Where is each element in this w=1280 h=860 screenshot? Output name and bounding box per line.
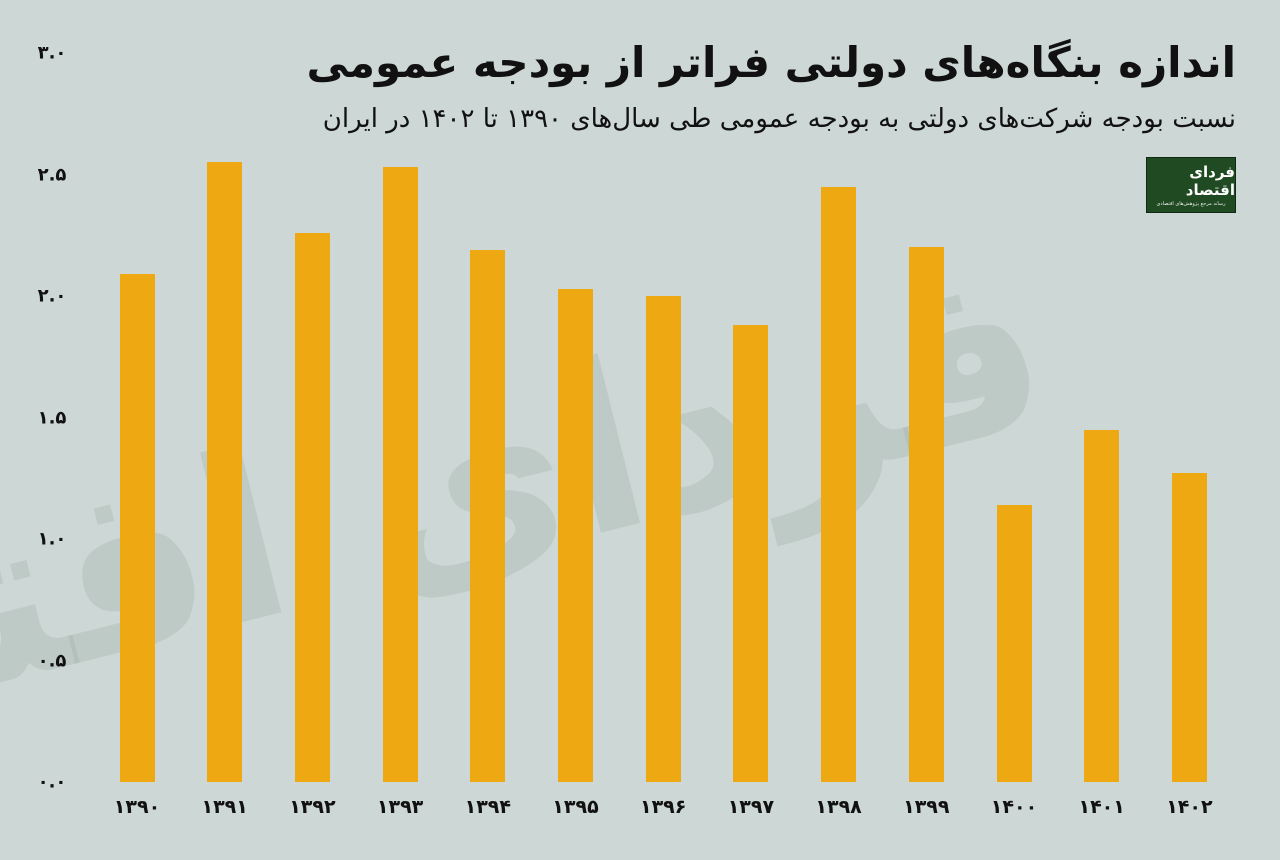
x-tick-label: ۱۴۰۰ <box>990 796 1038 818</box>
x-tick-label: ۱۳۹۳ <box>376 796 424 818</box>
y-tick-label: ۲.۵ <box>37 164 67 185</box>
bar-1402 <box>1171 473 1207 782</box>
bar-1395 <box>558 288 593 782</box>
bar-1401 <box>1084 429 1120 782</box>
brand-logo-name: فردای اقتصاد <box>1185 163 1235 199</box>
chart-title: اندازه بنگاه‌های دولتی فراتر از بودجه عم… <box>306 38 1237 87</box>
brand-logo: فردای اقتصاد رسانه مرجع پژوهش‌های اقتصاد… <box>1146 157 1236 213</box>
bar-1391 <box>207 162 243 782</box>
y-tick-label: ۲.۰ <box>37 285 67 307</box>
bar-1394 <box>470 249 506 782</box>
y-tick-label: ۳.۰ <box>37 42 67 64</box>
x-tick-label: ۱۳۹۶ <box>639 796 687 818</box>
y-tick-label: ۰.۵ <box>37 650 67 671</box>
bar-1396 <box>645 296 681 782</box>
x-tick-label: ۱۳۹۸ <box>815 796 862 818</box>
x-tick-label: ۱۳۹۹ <box>903 796 950 818</box>
x-tick-label: ۱۳۹۵ <box>552 796 599 818</box>
y-tick-label: ۰.۰ <box>37 771 67 793</box>
x-tick-label: ۱۳۹۰ <box>113 796 161 818</box>
bar-1398 <box>821 186 857 782</box>
x-tick-label: ۱۴۰۱ <box>1078 796 1125 818</box>
x-tick-label: ۱۳۹۲ <box>289 796 336 818</box>
bar-1392 <box>294 232 330 782</box>
x-tick-label: ۱۳۹۴ <box>464 796 511 818</box>
x-tick-label: ۱۴۰۲ <box>1166 796 1213 818</box>
chart-watermark: فردای اقتصاد <box>0 212 1072 844</box>
y-tick-label: ۱.۰ <box>37 528 67 550</box>
bar-1390 <box>119 274 155 782</box>
chart-subtitle: نسبت بودجه شرکت‌های دولتی به بودجه عمومی… <box>322 104 1236 134</box>
x-tick-label: ۱۳۹۱ <box>201 796 248 818</box>
bar-1393 <box>382 167 418 782</box>
bar-1400 <box>996 504 1032 782</box>
bar-1399 <box>908 247 944 782</box>
x-tick-label: ۱۳۹۷ <box>727 796 775 818</box>
brand-logo-tagline: رسانه مرجع پژوهش‌های اقتصادی <box>1156 201 1226 207</box>
bar-1397 <box>733 325 769 782</box>
y-tick-label: ۱.۵ <box>37 407 67 428</box>
